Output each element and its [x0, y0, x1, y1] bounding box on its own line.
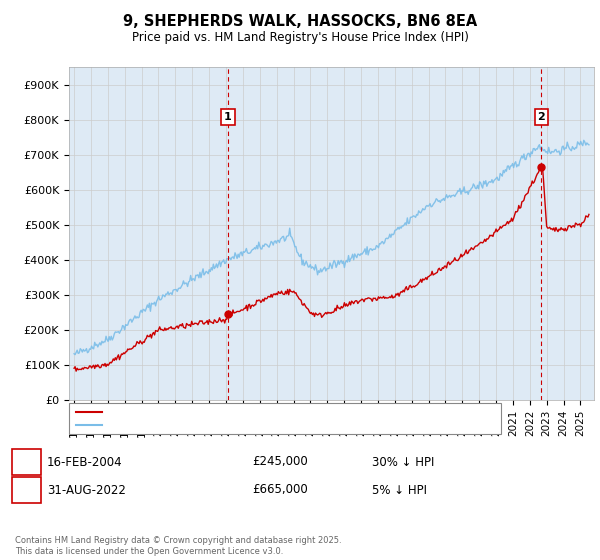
- Text: Contains HM Land Registry data © Crown copyright and database right 2025.
This d: Contains HM Land Registry data © Crown c…: [15, 536, 341, 556]
- Text: 2: 2: [22, 483, 31, 497]
- Text: 16-FEB-2004: 16-FEB-2004: [47, 455, 122, 469]
- Text: Price paid vs. HM Land Registry's House Price Index (HPI): Price paid vs. HM Land Registry's House …: [131, 31, 469, 44]
- Text: 1: 1: [224, 112, 232, 122]
- Text: HPI: Average price, detached house, Mid Sussex: HPI: Average price, detached house, Mid …: [108, 421, 359, 431]
- Text: 1: 1: [22, 455, 31, 469]
- Text: 5% ↓ HPI: 5% ↓ HPI: [372, 483, 427, 497]
- Text: £245,000: £245,000: [252, 455, 308, 469]
- Text: 31-AUG-2022: 31-AUG-2022: [47, 483, 125, 497]
- Text: 9, SHEPHERDS WALK, HASSOCKS, BN6 8EA (detached house): 9, SHEPHERDS WALK, HASSOCKS, BN6 8EA (de…: [108, 407, 427, 417]
- Text: 30% ↓ HPI: 30% ↓ HPI: [372, 455, 434, 469]
- Text: 2: 2: [537, 112, 545, 122]
- Text: 9, SHEPHERDS WALK, HASSOCKS, BN6 8EA: 9, SHEPHERDS WALK, HASSOCKS, BN6 8EA: [123, 14, 477, 29]
- Text: £665,000: £665,000: [252, 483, 308, 497]
